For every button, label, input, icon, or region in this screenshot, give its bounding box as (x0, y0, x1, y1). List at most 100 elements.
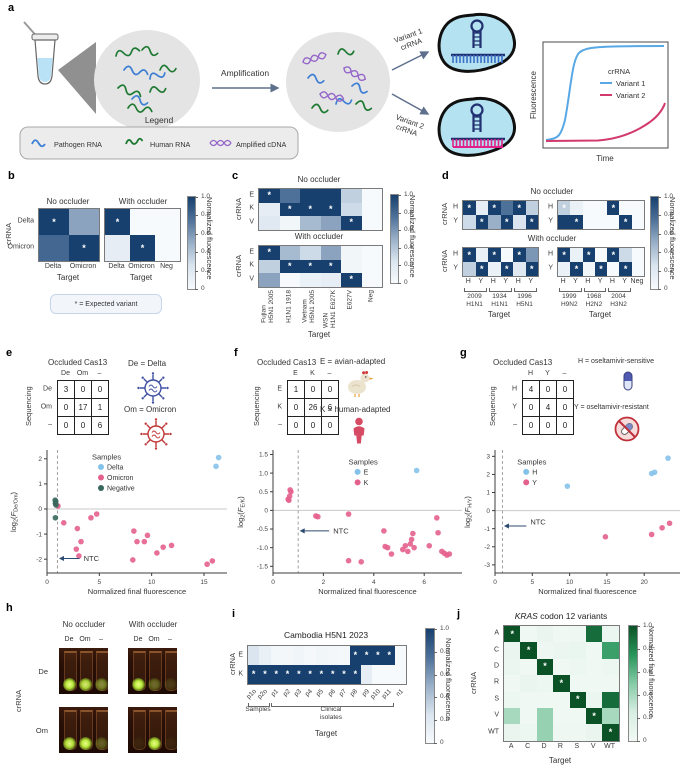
heatmap-col-label-rot90: E627V (346, 289, 354, 310)
heatmap-cell: * (525, 262, 538, 276)
heatmap-cell: * (39, 209, 69, 235)
reaction-tube (133, 710, 146, 750)
heatmap-col-label: C (525, 742, 531, 750)
workflow-schematic: Amplification (19, 12, 669, 163)
heatmap-cell: * (105, 209, 130, 235)
colorbar-tick (398, 230, 401, 232)
confusion-cell: 6 (322, 399, 339, 417)
confusion-grid: 1 0 0 0 26 6 0 0 0 (287, 380, 339, 435)
heatmap-cell: * (558, 201, 571, 215)
scatter-point-k (288, 488, 294, 495)
scatter-f: 0 2 4 6 -1.5 -1.0 -0.5 0 0.5 1.0 1.5 Samples E K NTC No… (235, 440, 468, 598)
heatmap-grid: * * * * * (258, 245, 383, 288)
mini-chart-ylabel: Fluorescence (529, 70, 538, 119)
heatmap-cell: * (553, 675, 570, 692)
y-tick-label: -2 (484, 544, 490, 551)
heatmap-cell (570, 201, 583, 215)
heatmap-cell (394, 646, 407, 665)
colorbar-tick (434, 720, 437, 722)
tube-col-label: De (64, 636, 74, 643)
fluorescence-glow (148, 737, 161, 750)
colorbar-tick-label: 1.0 (440, 624, 450, 632)
y-tick-label: 3 (486, 454, 490, 461)
heatmap-cell: * (475, 262, 488, 276)
heatmap-col-label: H (515, 278, 521, 285)
x-tick-label: 4 (372, 579, 376, 586)
scatter-point-omicron (134, 538, 140, 545)
confusion-cell: 0 (523, 417, 540, 435)
heatmap-cell: * (270, 665, 282, 684)
expected-variant-star: * (492, 202, 496, 213)
heatmap-cell: * (349, 646, 361, 665)
sequencing-axis-label: Sequencing (24, 386, 33, 426)
heatmap-col-label-rot90: WSN H1N1 E627K (322, 289, 337, 328)
heatmap-cell (553, 691, 570, 708)
heatmap-cell: * (293, 665, 305, 684)
heatmap-cell (341, 189, 362, 203)
colorbar-tick (658, 197, 661, 198)
tube-col-label: Om (148, 636, 160, 643)
legend-dot-h (523, 468, 530, 475)
crrna-row-label-om: Om (35, 726, 48, 735)
sequencing-axis-label: Sequencing (488, 386, 497, 426)
expected-variant-star: * (510, 628, 514, 639)
scatter-point-y (648, 531, 655, 538)
x-tick-label: 15 (200, 579, 208, 586)
colorbar-tick-label: 1.0 (404, 190, 414, 198)
colorbar-tick (434, 629, 437, 630)
heatmap-title-no-occluder: No occluder (46, 197, 90, 206)
confusion-col-header: – (97, 370, 102, 377)
y-tick-label: 2 (486, 472, 490, 479)
heatmap-row-label: Y (548, 217, 553, 225)
heatmap-row-label: K (238, 670, 243, 677)
heatmap-cell: * (320, 202, 341, 216)
heatmap-cell (300, 216, 321, 230)
y-tick-label: -1.0 (257, 545, 269, 552)
heatmap-cell: * (341, 273, 362, 287)
expected-variant-star: * (574, 216, 579, 227)
heatmap-cell (300, 189, 321, 203)
expected-variant-star: * (608, 727, 613, 738)
heatmap-cell (602, 691, 619, 708)
confusion-cell: 26 (305, 399, 322, 417)
heatmap-title-no-occluder: No occluder (297, 175, 341, 184)
y-tick-label: 0 (38, 506, 42, 513)
colorbar-tick-label: 0.2 (440, 715, 450, 723)
heatmap-cell: * (341, 216, 362, 230)
heatmap-grid: * * (104, 208, 181, 262)
heatmap-cell (361, 259, 382, 273)
colorbar-tick-label: 1.0 (201, 192, 211, 200)
colorbar-tick (637, 626, 640, 627)
heatmap-cell (293, 646, 305, 665)
expected-variant-star: * (517, 249, 521, 260)
heatmap-cell (585, 675, 603, 692)
heatmap-cell (520, 658, 537, 676)
expected-variant-star: * (479, 216, 484, 227)
heatmap-cell: * (504, 626, 521, 643)
expected-variant-star: * (353, 669, 358, 679)
expected-variant-star: * (353, 650, 358, 660)
scatter-plot: 0 5 10 15 20 -3 -2 -1 0 1 2 3 Samples HY NTC Normalized… (484, 450, 680, 596)
heatmap-cell: * (513, 248, 526, 262)
heatmap-cell: * (582, 248, 595, 262)
panel-f: f Occluded Cas13 Sequencing 1 0 0 0 26 6 0 0 0 E K… (232, 345, 462, 600)
heatmap-cell (520, 691, 537, 708)
colorbar-tick-label: 0.2 (201, 266, 211, 274)
reaction-tube (165, 651, 177, 691)
pair-bracket (514, 288, 537, 292)
colorbar-tick (658, 252, 661, 254)
heatmap-row-label: E (238, 651, 243, 658)
colorbar-d: 1.0 0.8 0.6 0.4 0.2 0 (650, 193, 673, 291)
expected-variant-star: * (364, 650, 369, 660)
heatmap-row-label: H (547, 203, 553, 211)
colorbar-tick-label: 0.4 (404, 243, 414, 251)
colorbar-tick-label: 0.8 (440, 647, 450, 655)
comb (362, 371, 366, 375)
fluorescence-glow (63, 678, 76, 691)
confusion-cell: 0 (75, 381, 92, 399)
panel-e: e Occluded Cas13 Sequencing 3 0 0 0 17 1 0 0 6 De… (0, 345, 232, 600)
confusion-col-header: Om (76, 370, 89, 377)
heatmap-cell: * (281, 665, 294, 684)
fluorescence-mini-chart: Fluorescence Time crRNA Variant 1 Varian… (529, 41, 669, 163)
